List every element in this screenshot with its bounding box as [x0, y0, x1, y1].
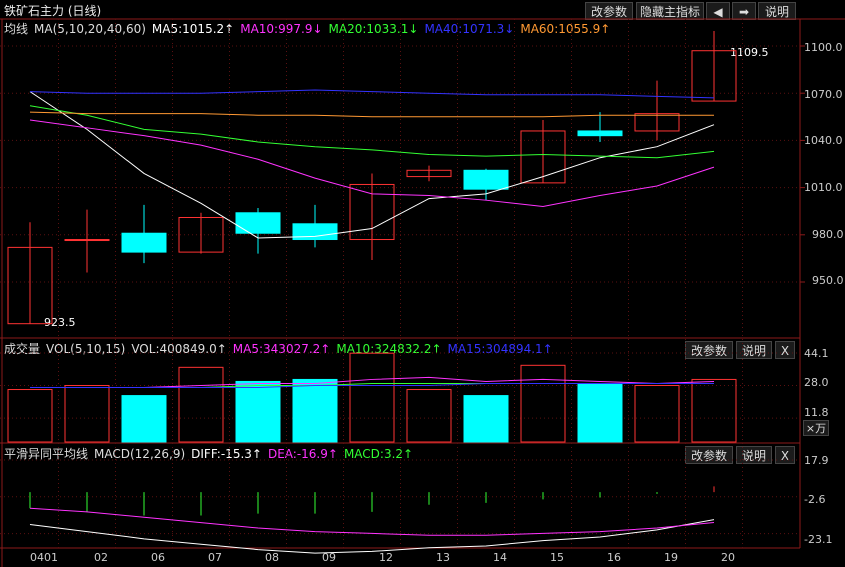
price-y-tick: 950.0: [812, 274, 844, 287]
x-axis-label: 20: [721, 551, 735, 564]
high-price-label: 1109.5: [730, 46, 769, 59]
volume-change-params-button[interactable]: 改参数: [685, 341, 733, 359]
candle-body: [577, 130, 623, 137]
candle-body: [235, 212, 281, 234]
x-axis-label: 02: [94, 551, 108, 564]
legend-item: VOL(5,10,15): [46, 342, 126, 356]
macd-y-tick: 17.9: [804, 454, 829, 467]
macd-y-tick: -2.6: [804, 493, 826, 506]
macd-legend: 平滑异同平均线 MACD(12,26,9) DIFF:-15.3↑ DEA:-16.9…: [4, 446, 419, 462]
ma-line-ma20: [29, 105, 715, 159]
legend-item: MA5:1015.2↑: [151, 22, 235, 36]
volume-y-tick: 11.8: [804, 406, 829, 419]
x-axis-label: 14: [493, 551, 507, 564]
x-axis-label: 0401: [30, 551, 58, 564]
volume-bar: [292, 378, 338, 443]
price-y-tick: 1040.0: [804, 134, 843, 147]
candle-body: [520, 130, 566, 184]
legend-item: MA10:997.9↓: [240, 22, 323, 36]
x-axis-label: 13: [436, 551, 450, 564]
volume-bar: [691, 378, 737, 443]
volume-bar: [463, 395, 509, 443]
legend-item: MA15:304894.1↑: [447, 342, 553, 356]
x-axis-label: 09: [322, 551, 336, 564]
legend-item: MA60:1055.9↑: [520, 22, 611, 36]
volume-bar: [577, 382, 623, 443]
price-legend: 均线 MA(5,10,20,40,60) MA5:1015.2↑ MA10:997.9…: [4, 21, 616, 37]
candle-body: [406, 169, 452, 178]
legend-item: DEA:-16.9↑: [267, 447, 338, 461]
candle-body: [64, 239, 110, 242]
volume-close-button[interactable]: X: [775, 341, 795, 359]
legend-item: 平滑异同平均线: [4, 447, 89, 461]
legend-item: MA10:324832.2↑: [336, 342, 442, 356]
candle-body: [349, 183, 395, 241]
volume-bar: [235, 380, 281, 443]
chart-title: 铁矿石主力 (日线): [4, 4, 102, 18]
volume-bar: [178, 366, 224, 443]
macd-diff-line: [29, 519, 715, 554]
volume-unit-label: ×万: [803, 420, 829, 436]
volume-bar: [634, 384, 680, 443]
volume-bar: [7, 389, 53, 443]
legend-item: MACD(12,26,9): [94, 447, 186, 461]
candle-body: [463, 169, 509, 190]
price-y-tick: 980.0: [812, 228, 844, 241]
volume-y-tick: 28.0: [804, 376, 829, 389]
x-axis-label: 16: [607, 551, 621, 564]
price-y-tick: 1070.0: [804, 88, 843, 101]
legend-item: MA(5,10,20,40,60): [34, 22, 146, 36]
candle-body: [691, 50, 737, 102]
candle-body: [178, 216, 224, 253]
macd-y-tick: -23.1: [804, 533, 833, 546]
volume-bar: [349, 352, 395, 443]
macd-dea-line: [29, 507, 715, 536]
legend-item: 均线: [4, 22, 29, 36]
ma-line-ma40: [29, 89, 715, 99]
legend-item: MA20:1033.1↓: [328, 22, 419, 36]
x-axis-label: 08: [265, 551, 279, 564]
volume-help-button[interactable]: 说明: [736, 341, 772, 359]
candle-body: [121, 232, 167, 253]
x-axis-label: 07: [208, 551, 222, 564]
legend-item: DIFF:-15.3↑: [191, 447, 262, 461]
volume-bar: [64, 384, 110, 443]
volume-bar: [406, 389, 452, 443]
ma-line-ma5: [29, 91, 715, 239]
ma-line-ma10: [29, 119, 715, 207]
volume-legend: 成交量 VOL(5,10,15) VOL:400849.0↑ MA5:343027.2…: [4, 341, 559, 357]
x-axis-label: 12: [379, 551, 393, 564]
legend-item: VOL:400849.0↑: [131, 342, 227, 356]
candle-body: [292, 223, 338, 241]
volume-ma15-line: [30, 382, 714, 389]
legend-item: MACD:3.2↑: [343, 447, 414, 461]
x-axis-label: 15: [550, 551, 564, 564]
price-y-tick: 1100.0: [804, 41, 843, 54]
volume-bar: [520, 364, 566, 443]
candle-body: [7, 246, 53, 325]
ma-line-ma60: [29, 111, 714, 118]
legend-item: 成交量: [4, 342, 41, 356]
price-y-tick: 1010.0: [804, 181, 843, 194]
volume-bar: [121, 395, 167, 443]
legend-item: MA5:343027.2↑: [232, 342, 331, 356]
volume-y-tick: 44.1: [804, 347, 829, 360]
x-axis-label: 06: [151, 551, 165, 564]
x-axis-label: 19: [664, 551, 678, 564]
legend-item: MA40:1071.3↓: [424, 22, 515, 36]
candle-body: [634, 113, 680, 132]
